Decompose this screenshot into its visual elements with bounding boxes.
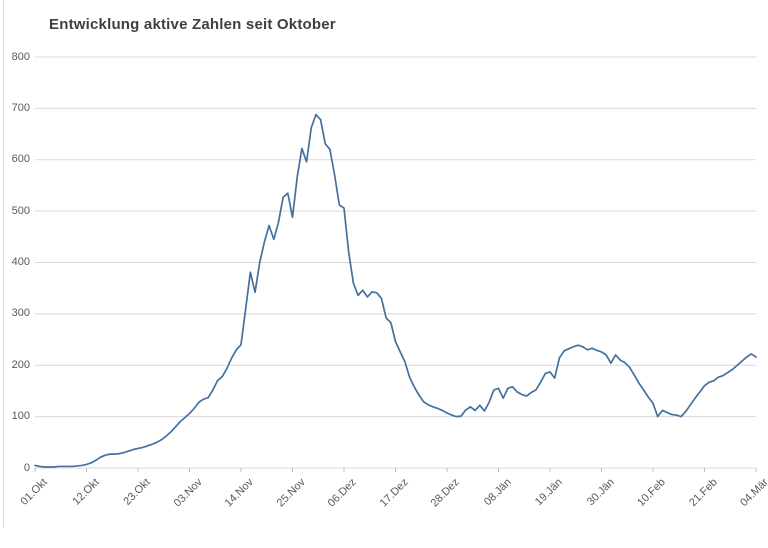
y-tick-label: 700 [11, 101, 30, 114]
y-tick-label: 400 [11, 256, 30, 268]
data-line [34, 113, 757, 468]
y-tick-label: 800 [11, 50, 30, 63]
y-tick-label: 600 [11, 153, 30, 166]
y-tick-label: 100 [11, 410, 30, 423]
y-tick-label: 500 [11, 204, 30, 217]
y-tick-label: 300 [11, 307, 30, 320]
window-left-border [3, 0, 4, 528]
chart-title: Entwicklung aktive Zahlen seit Oktober [49, 16, 336, 33]
line-chart-plot-area [34, 56, 757, 472]
gridlines [35, 56, 756, 469]
y-tick-label: 200 [11, 358, 30, 371]
y-tick-label: 0 [23, 461, 30, 474]
x-axis [34, 467, 757, 472]
